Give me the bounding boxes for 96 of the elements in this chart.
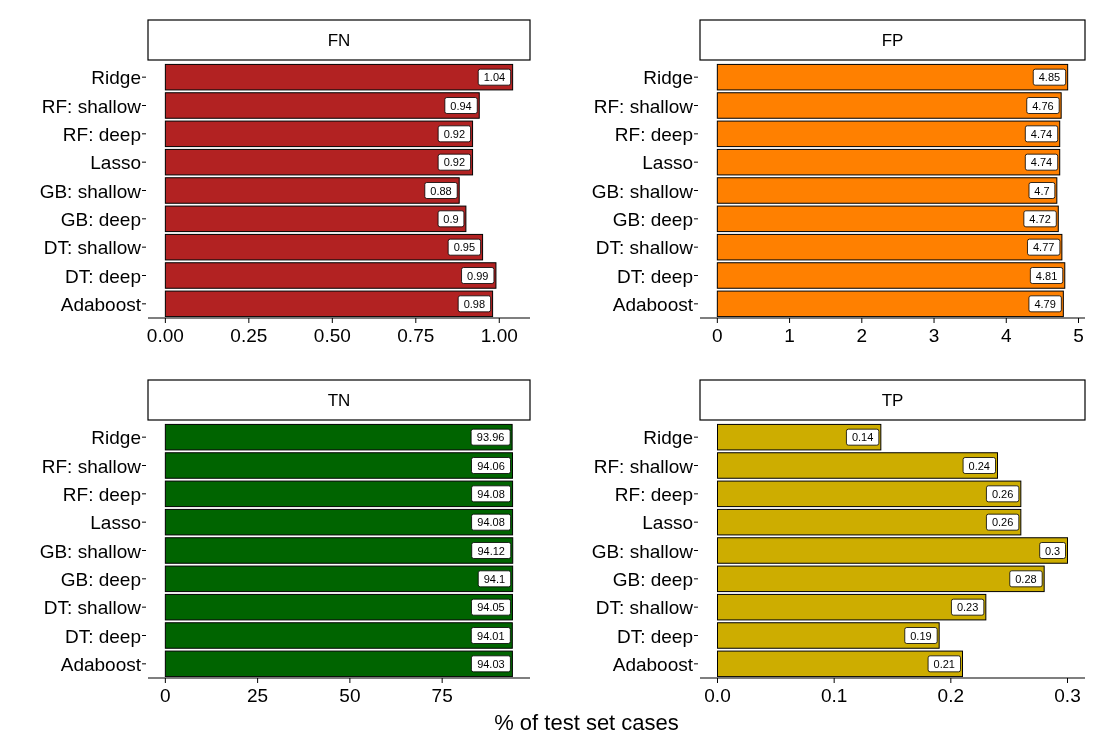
y-tick-label: GB: shallow bbox=[591, 180, 694, 202]
data-label: 0.26 bbox=[991, 516, 1014, 529]
y-tick-label: RF: deep bbox=[62, 483, 141, 505]
data-label: 94.08 bbox=[477, 516, 505, 529]
data-label: 0.26 bbox=[991, 487, 1014, 500]
y-tick-label: RF: shallow bbox=[41, 455, 142, 477]
y-tick-label: RF: shallow bbox=[593, 455, 694, 477]
chart-title: FP bbox=[881, 31, 904, 50]
data-label: 0.94 bbox=[450, 99, 472, 112]
data-label: 93.96 bbox=[476, 431, 505, 444]
x-tick-label: 1.00 bbox=[480, 325, 518, 346]
data-label: 94.08 bbox=[477, 487, 505, 500]
y-tick-label: DT: deep bbox=[64, 625, 141, 647]
data-label: 4.77 bbox=[1032, 241, 1055, 254]
y-tick-label: Ridge bbox=[643, 427, 693, 449]
data-label: 1.04 bbox=[483, 71, 506, 84]
y-tick-label: GB: deep bbox=[612, 568, 693, 590]
data-label: 4.81 bbox=[1035, 269, 1058, 282]
y-tick-label: DT: deep bbox=[616, 265, 693, 287]
y-tick-label: Adaboost bbox=[612, 293, 694, 315]
data-label: 94.01 bbox=[477, 629, 505, 642]
data-label: 94.1 bbox=[483, 572, 506, 585]
chart-title: TP bbox=[881, 391, 904, 410]
data-label: 0.28 bbox=[1015, 572, 1037, 585]
x-tick-label: 3 bbox=[928, 325, 940, 346]
data-label: 0.21 bbox=[933, 657, 956, 670]
y-tick-label: DT: deep bbox=[616, 625, 693, 647]
y-tick-label: Adaboost bbox=[60, 653, 142, 675]
x-tick-label: 2 bbox=[856, 325, 868, 346]
data-label: 4.85 bbox=[1038, 71, 1061, 84]
y-tick-label: GB: shallow bbox=[39, 540, 142, 562]
y-tick-label: Lasso bbox=[90, 512, 141, 534]
x-tick-label: 0 bbox=[712, 325, 723, 346]
x-tick-label: 5 bbox=[1073, 325, 1084, 346]
data-label: 0.95 bbox=[453, 241, 476, 254]
y-tick-label: RF: shallow bbox=[41, 95, 142, 117]
data-label: 0.92 bbox=[443, 127, 466, 140]
y-tick-label: Adaboost bbox=[60, 293, 142, 315]
chart-title: FN bbox=[327, 31, 351, 50]
data-label: 0.19 bbox=[910, 629, 932, 642]
y-tick-label: Adaboost bbox=[612, 653, 694, 675]
y-tick-label: Lasso bbox=[642, 152, 693, 174]
y-tick-label: DT: shallow bbox=[595, 597, 694, 619]
x-axis-title: % of test set cases bbox=[494, 710, 679, 735]
x-tick-label: 0.2 bbox=[937, 685, 965, 706]
data-label: 94.12 bbox=[477, 544, 505, 557]
y-tick-label: RF: shallow bbox=[593, 95, 694, 117]
y-tick-label: Lasso bbox=[642, 512, 693, 534]
x-tick-label: 4 bbox=[1000, 325, 1012, 346]
data-label: 4.76 bbox=[1032, 99, 1054, 112]
x-tick-label: 50 bbox=[339, 685, 361, 706]
y-tick-label: GB: shallow bbox=[39, 180, 142, 202]
data-label: 0.99 bbox=[467, 269, 489, 282]
data-label: 94.06 bbox=[477, 459, 505, 472]
y-tick-label: RF: deep bbox=[614, 483, 693, 505]
x-tick-label: 1 bbox=[784, 325, 795, 346]
chart-title: TN bbox=[327, 391, 351, 410]
data-label: 94.03 bbox=[477, 657, 505, 670]
x-tick-label: 0.00 bbox=[146, 325, 184, 346]
y-tick-label: GB: deep bbox=[60, 208, 141, 230]
x-tick-label: 25 bbox=[247, 685, 269, 706]
y-tick-label: Ridge bbox=[91, 67, 141, 89]
data-label: 0.9 bbox=[443, 212, 459, 225]
data-label: 4.79 bbox=[1034, 297, 1056, 310]
x-tick-label: 0.75 bbox=[397, 325, 435, 346]
data-label: 0.88 bbox=[430, 184, 452, 197]
data-label: 94.05 bbox=[477, 601, 505, 614]
x-tick-label: 0.0 bbox=[704, 685, 731, 706]
x-tick-label: 0.3 bbox=[1054, 685, 1081, 706]
data-label: 4.74 bbox=[1030, 127, 1053, 140]
data-label: 0.92 bbox=[443, 156, 466, 169]
y-tick-label: Lasso bbox=[90, 152, 141, 174]
y-tick-label: DT: shallow bbox=[43, 597, 142, 619]
x-tick-label: 0.50 bbox=[313, 325, 351, 346]
y-tick-label: DT: deep bbox=[64, 265, 141, 287]
data-label: 0.98 bbox=[463, 297, 486, 310]
y-tick-label: Ridge bbox=[643, 67, 693, 89]
x-tick-label: 0.1 bbox=[820, 685, 848, 706]
y-tick-label: RF: deep bbox=[614, 123, 693, 145]
data-label: 0.23 bbox=[956, 601, 979, 614]
y-tick-label: GB: deep bbox=[612, 208, 693, 230]
data-label: 4.72 bbox=[1029, 212, 1051, 225]
x-tick-label: 75 bbox=[431, 685, 453, 706]
x-tick-label: 0.25 bbox=[230, 325, 268, 346]
data-label: 4.74 bbox=[1030, 156, 1053, 169]
data-label: 0.3 bbox=[1044, 544, 1061, 557]
x-tick-label: 0 bbox=[160, 685, 171, 706]
data-label: 0.14 bbox=[851, 431, 874, 444]
y-tick-label: DT: shallow bbox=[43, 237, 142, 259]
y-tick-label: DT: shallow bbox=[595, 237, 694, 259]
data-label: 4.7 bbox=[1034, 184, 1050, 197]
y-tick-label: RF: deep bbox=[62, 123, 141, 145]
data-label: 0.24 bbox=[968, 459, 991, 472]
y-tick-label: GB: shallow bbox=[591, 540, 694, 562]
y-tick-label: Ridge bbox=[91, 427, 141, 449]
y-tick-label: GB: deep bbox=[60, 568, 141, 590]
